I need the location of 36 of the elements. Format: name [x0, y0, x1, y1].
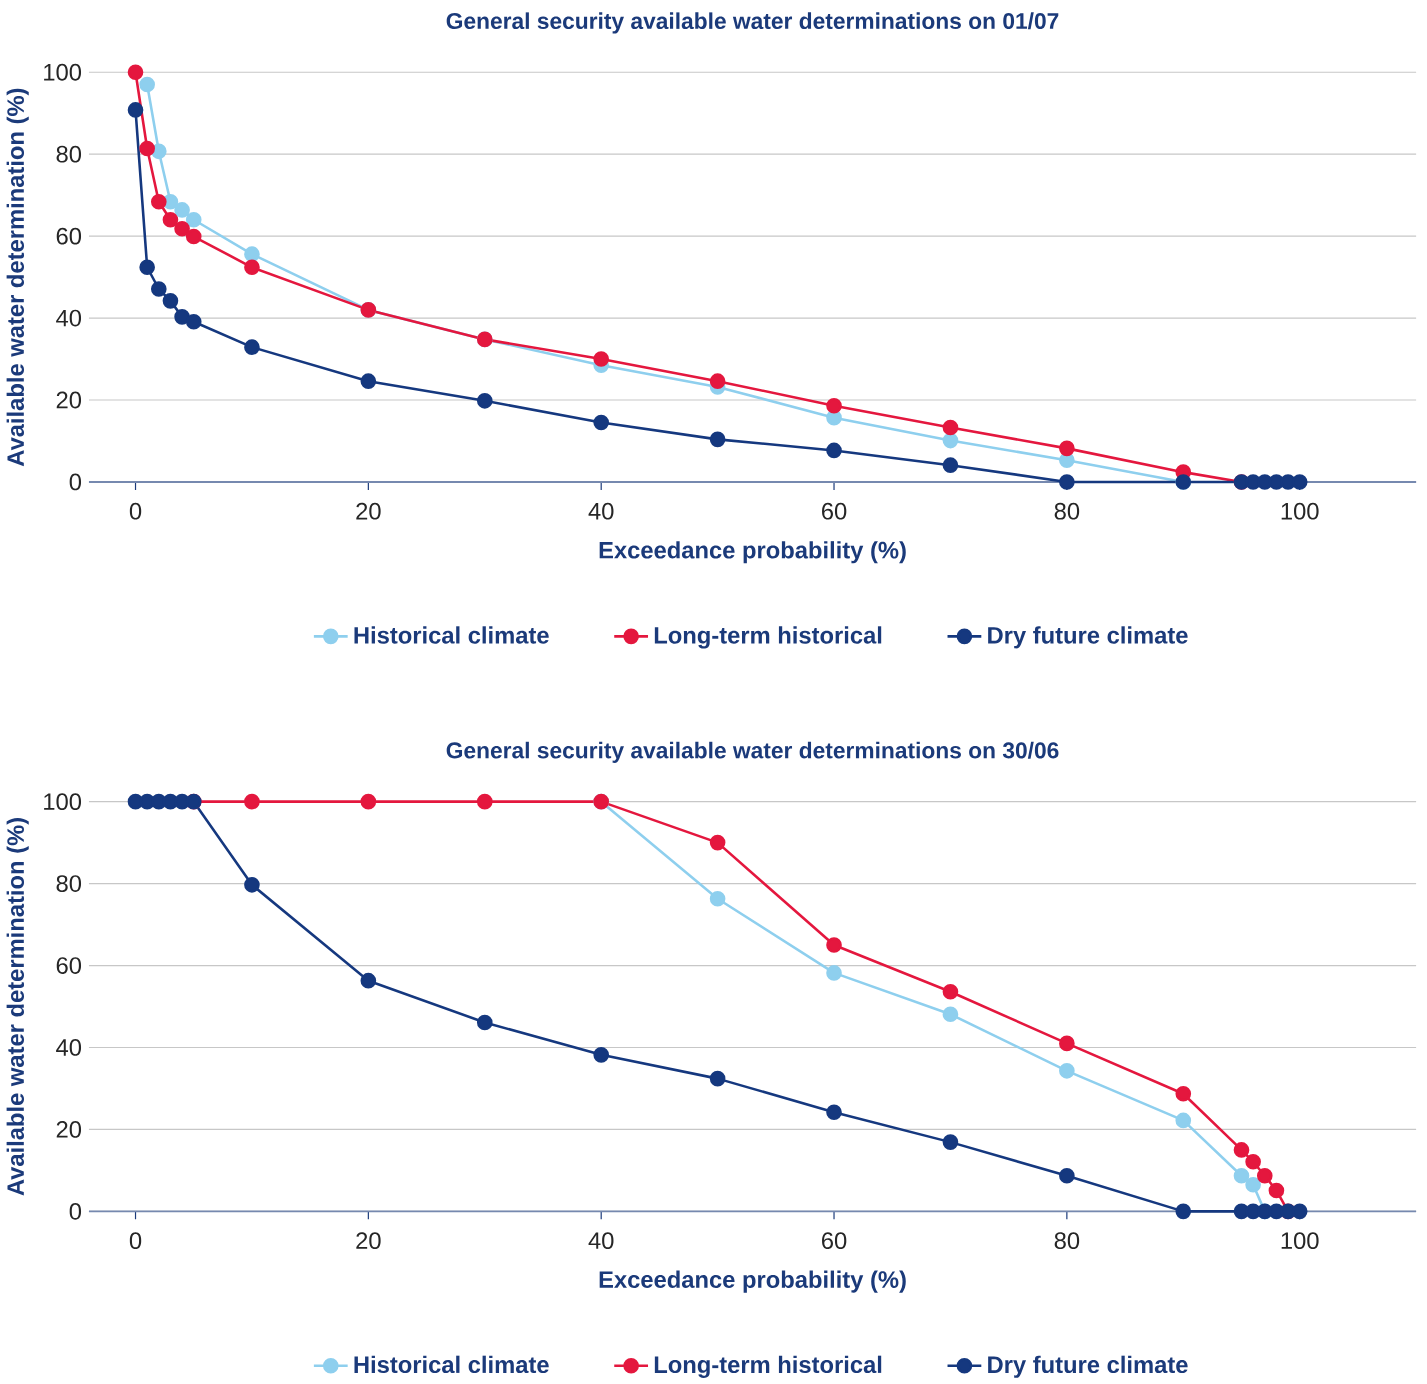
- chart-title: General security available water determinations on 01/07: [446, 12, 1059, 34]
- x-tick-label: 0: [129, 502, 142, 520]
- legend-label: Historical climate: [354, 626, 549, 644]
- y-tick-label: 20: [56, 1121, 82, 1138]
- y-tick-label: 100: [44, 793, 82, 811]
- x-tick-label: 100: [1281, 1232, 1319, 1250]
- y-tick-label: 20: [56, 391, 82, 409]
- y-tick-label: 100: [44, 63, 82, 81]
- x-tick-label: 80: [1054, 502, 1080, 520]
- y-tick-label: 0: [69, 473, 82, 491]
- x-tick-label: 0: [129, 1232, 142, 1250]
- legend-label: Historical climate: [354, 1355, 549, 1374]
- x-tick-label: 100: [1281, 502, 1319, 520]
- x-tick-label: 20: [356, 1232, 381, 1250]
- legend-label: Long-term historical: [654, 1355, 882, 1379]
- legend-label: Long-term historical: [654, 626, 882, 649]
- x-tick-label: 80: [1054, 1232, 1080, 1250]
- x-axis-title: Exceedance probability (%): [599, 1270, 906, 1293]
- x-tick-label: 40: [588, 1232, 614, 1250]
- y-tick-label: 0: [69, 1203, 82, 1220]
- legend-label: Dry future climate: [988, 1355, 1188, 1378]
- x-axis-title: Exceedance probability (%): [599, 541, 906, 564]
- y-tick-label: 80: [56, 875, 82, 893]
- y-axis-title: Available water determination (%): [6, 818, 29, 1196]
- x-tick-label: 20: [356, 502, 381, 520]
- x-tick-label: 60: [822, 502, 847, 520]
- chart-title: General security available water determinations on 30/06: [446, 741, 1059, 764]
- legend-label: Dry future climate: [988, 626, 1188, 649]
- y-tick-label: 60: [56, 227, 82, 245]
- y-tick-label: 80: [56, 145, 82, 163]
- y-tick-label: 40: [56, 309, 82, 327]
- x-tick-label: 60: [822, 1232, 847, 1250]
- y-tick-label: 40: [56, 1039, 82, 1056]
- y-tick-label: 60: [56, 957, 82, 975]
- y-axis-title: Available water determination (%): [6, 88, 29, 467]
- x-tick-label: 40: [588, 502, 614, 520]
